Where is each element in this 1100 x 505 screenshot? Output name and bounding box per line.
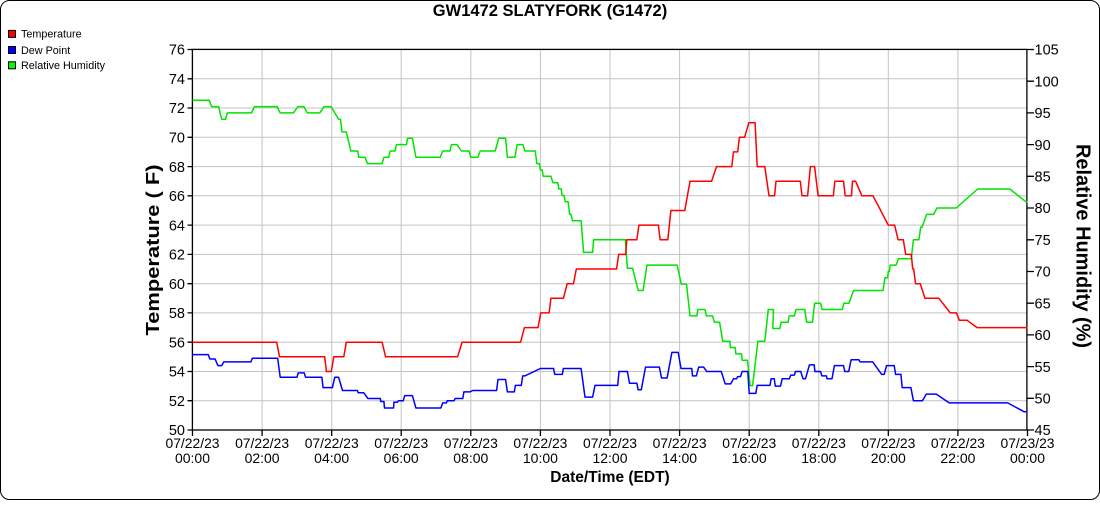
svg-text:62: 62 — [169, 248, 185, 264]
svg-text:07/22/23: 07/22/23 — [792, 435, 846, 451]
svg-text:Date/Time (EDT): Date/Time (EDT) — [550, 469, 669, 486]
svg-text:10:00: 10:00 — [523, 450, 558, 466]
svg-text:56: 56 — [169, 335, 185, 351]
svg-text:50: 50 — [169, 423, 185, 439]
svg-text:18:00: 18:00 — [801, 450, 836, 466]
svg-text:06:00: 06:00 — [384, 450, 419, 466]
svg-text:105: 105 — [1035, 43, 1059, 59]
svg-text:64: 64 — [169, 218, 185, 234]
svg-text:76: 76 — [169, 43, 185, 59]
svg-text:07/22/23: 07/22/23 — [374, 435, 428, 451]
svg-text:GW1472 SLATYFORK (G1472): GW1472 SLATYFORK (G1472) — [433, 2, 667, 20]
svg-text:07/22/23: 07/22/23 — [722, 435, 776, 451]
svg-text:66: 66 — [169, 189, 185, 205]
svg-text:Dew Point: Dew Point — [21, 45, 70, 57]
svg-text:58: 58 — [169, 306, 185, 322]
svg-text:90: 90 — [1035, 138, 1051, 154]
svg-text:07/22/23: 07/22/23 — [861, 435, 915, 451]
svg-text:54: 54 — [169, 365, 185, 381]
svg-text:07/22/23: 07/22/23 — [444, 435, 498, 451]
svg-text:Temperature ( F): Temperature ( F) — [143, 164, 163, 335]
svg-text:20:00: 20:00 — [871, 450, 906, 466]
svg-text:100: 100 — [1035, 74, 1059, 90]
svg-text:04:00: 04:00 — [314, 450, 349, 466]
svg-text:68: 68 — [169, 160, 185, 176]
svg-text:52: 52 — [169, 394, 185, 410]
svg-text:85: 85 — [1035, 170, 1051, 186]
svg-text:07/22/23: 07/22/23 — [653, 435, 707, 451]
svg-text:14:00: 14:00 — [662, 450, 697, 466]
svg-text:Temperature: Temperature — [21, 29, 82, 41]
svg-text:45: 45 — [1035, 423, 1051, 439]
svg-text:Relative Humidity (%): Relative Humidity (%) — [1072, 144, 1094, 348]
svg-text:50: 50 — [1035, 392, 1051, 408]
svg-text:07/22/23: 07/22/23 — [305, 435, 359, 451]
svg-text:07/22/23: 07/22/23 — [166, 435, 220, 451]
svg-text:16:00: 16:00 — [732, 450, 767, 466]
svg-text:75: 75 — [1035, 233, 1051, 249]
svg-text:60: 60 — [169, 277, 185, 293]
svg-text:74: 74 — [169, 72, 185, 88]
svg-text:70: 70 — [169, 131, 185, 147]
svg-text:22:00: 22:00 — [940, 450, 975, 466]
svg-text:60: 60 — [1035, 328, 1051, 344]
svg-text:07/23/23: 07/23/23 — [1001, 435, 1055, 451]
svg-text:55: 55 — [1035, 360, 1051, 376]
svg-text:70: 70 — [1035, 265, 1051, 281]
svg-text:07/22/23: 07/22/23 — [583, 435, 637, 451]
svg-text:65: 65 — [1035, 296, 1051, 312]
svg-text:02:00: 02:00 — [245, 450, 280, 466]
svg-text:00:00: 00:00 — [1010, 450, 1045, 466]
svg-text:12:00: 12:00 — [592, 450, 627, 466]
svg-text:00:00: 00:00 — [175, 450, 210, 466]
svg-text:Relative Humidity: Relative Humidity — [21, 60, 106, 72]
svg-text:08:00: 08:00 — [453, 450, 488, 466]
svg-text:95: 95 — [1035, 106, 1051, 122]
svg-text:07/22/23: 07/22/23 — [235, 435, 289, 451]
svg-text:07/22/23: 07/22/23 — [513, 435, 567, 451]
svg-text:07/22/23: 07/22/23 — [931, 435, 985, 451]
svg-text:72: 72 — [169, 101, 185, 117]
svg-text:80: 80 — [1035, 201, 1051, 217]
